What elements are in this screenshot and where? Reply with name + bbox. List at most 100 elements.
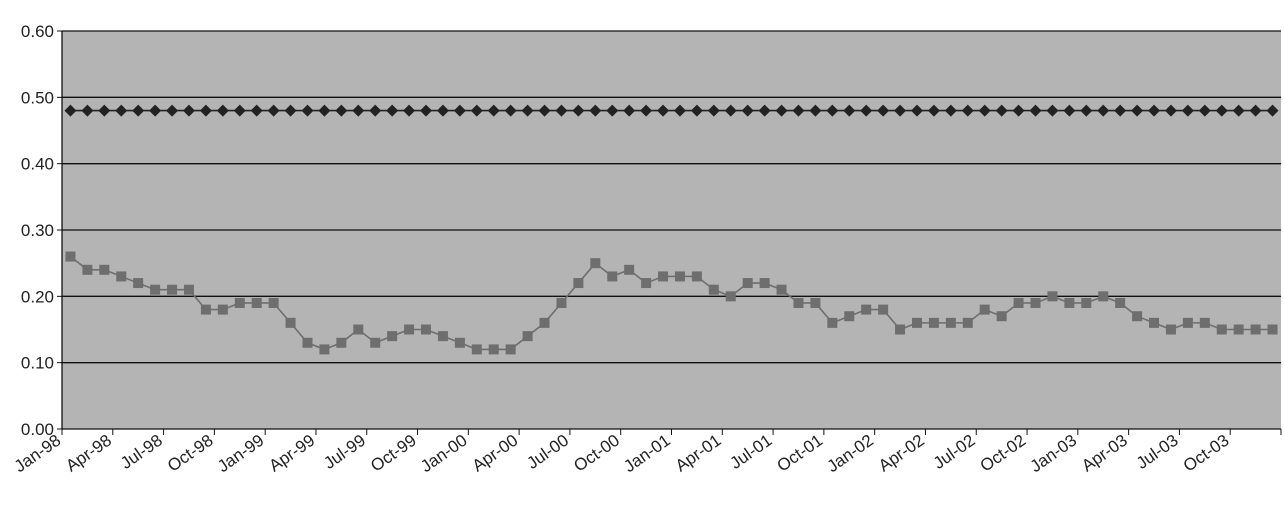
series-2-point — [1267, 324, 1278, 335]
series-2-point — [827, 317, 838, 328]
series-2-point — [150, 284, 161, 295]
series-1-point — [115, 104, 128, 117]
series-1-point — [758, 104, 771, 117]
x-tick-label: Apr-03 — [1078, 431, 1131, 476]
x-tick-label: Jul-02 — [930, 431, 979, 473]
series-2-point — [861, 304, 872, 315]
series-2-point — [1149, 317, 1160, 328]
series-1-point — [166, 104, 179, 117]
x-tick-label: Jan-01 — [620, 431, 673, 476]
series-2-point — [641, 278, 652, 289]
series-1-point — [1046, 104, 1059, 117]
series-2-point — [319, 344, 330, 355]
series-2-point — [607, 271, 618, 282]
series-2-point — [742, 278, 753, 289]
x-tick-label: Jul-99 — [320, 431, 369, 473]
series-1-point — [860, 104, 873, 117]
x-tick-label: Oct-99 — [367, 431, 420, 476]
series-2-point — [658, 271, 669, 282]
series-1-point — [369, 104, 382, 117]
x-tick-label: Oct-00 — [570, 431, 623, 476]
series-2-point — [1250, 324, 1261, 335]
series-1-point — [352, 104, 365, 117]
x-tick-label: Apr-98 — [62, 431, 115, 476]
series-2-point — [928, 317, 939, 328]
series-1-point — [1266, 104, 1279, 117]
series-1-point — [521, 104, 534, 117]
series-2-point — [217, 304, 228, 315]
series-2-point — [1030, 297, 1041, 308]
x-tick-label: Apr-01 — [672, 431, 725, 476]
series-1-point — [1215, 104, 1228, 117]
series-2-point — [387, 331, 398, 342]
series-2-point — [454, 337, 465, 348]
series-2-point — [1064, 297, 1075, 308]
y-tick-label: 0.20 — [21, 287, 54, 306]
series-2-point — [1233, 324, 1244, 335]
series-1-point — [1148, 104, 1161, 117]
y-tick-label: 0.60 — [21, 22, 54, 41]
series-1-point — [504, 104, 517, 117]
y-axis-ticks: 0.00 0.10 0.20 0.30 0.40 0.50 0.60 — [21, 22, 62, 439]
series-1-point — [910, 104, 923, 117]
series-2-point — [336, 337, 347, 348]
series-2-point — [251, 297, 262, 308]
series-2-point — [895, 324, 906, 335]
series-2-point — [471, 344, 482, 355]
series-1-point — [894, 104, 907, 117]
series-2-point — [793, 297, 804, 308]
series-2-point — [268, 297, 279, 308]
series-1-point — [555, 104, 568, 117]
series-2-point — [1165, 324, 1176, 335]
series-1-point — [436, 104, 449, 117]
series-1-point — [1012, 104, 1025, 117]
series-1-point — [1249, 104, 1262, 117]
series-2-point — [945, 317, 956, 328]
x-tick-label: Jul-00 — [523, 431, 572, 473]
x-tick-label: Jan-02 — [823, 431, 876, 476]
gridlines — [62, 30, 1281, 364]
y-tick-label: 0.50 — [21, 88, 54, 107]
series-2-point — [691, 271, 702, 282]
x-tick-label: Jul-03 — [1133, 431, 1182, 473]
series-2-point — [167, 284, 178, 295]
series-2-point — [133, 278, 144, 289]
series-1-point — [741, 104, 754, 117]
series-2-point — [1182, 317, 1193, 328]
series-1-point — [267, 104, 280, 117]
series-1-point — [809, 104, 822, 117]
series-1-point — [944, 104, 957, 117]
series-2-point — [996, 311, 1007, 322]
series-2-point — [590, 258, 601, 269]
series-2-point — [353, 324, 364, 335]
series-1-point — [1198, 104, 1211, 117]
series-2-point — [82, 264, 93, 275]
series-1-point — [572, 104, 585, 117]
series-2-point — [962, 317, 973, 328]
series-2-point — [285, 317, 296, 328]
x-tick-label: Apr-00 — [469, 431, 522, 476]
series-2-point — [116, 271, 127, 282]
series-1-point — [1131, 104, 1144, 117]
series-1-point — [335, 104, 348, 117]
series-2-point — [302, 337, 313, 348]
series-1-point — [81, 104, 94, 117]
x-tick-label: Oct-01 — [773, 431, 826, 476]
x-tick-label: Jul-01 — [727, 431, 776, 473]
series-1-point — [98, 104, 111, 117]
x-tick-label: Oct-98 — [164, 431, 217, 476]
series-1-point — [792, 104, 805, 117]
x-tick-label: Jan-03 — [1027, 431, 1080, 476]
series-2-point — [810, 297, 821, 308]
x-tick-label: Jul-98 — [117, 431, 166, 473]
series-1-point — [1232, 104, 1245, 117]
series-2-point — [759, 278, 770, 289]
series-2-point — [776, 284, 787, 295]
series-1-point — [132, 104, 145, 117]
x-tick-label: Jan-99 — [214, 431, 267, 476]
series-2-point — [878, 304, 889, 315]
series-2-point — [1047, 291, 1058, 302]
